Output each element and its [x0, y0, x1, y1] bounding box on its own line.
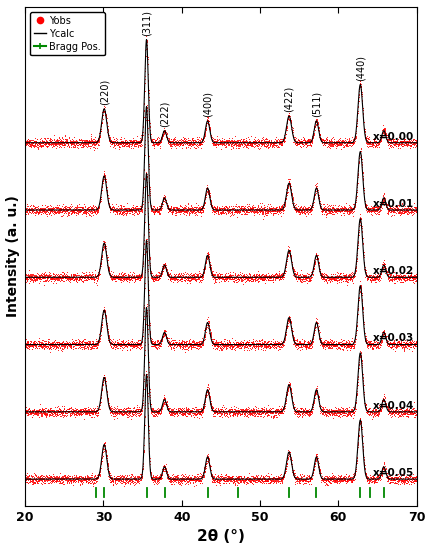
Y-axis label: Intensity (a. u.): Intensity (a. u.)	[6, 196, 19, 317]
Text: x=0.01: x=0.01	[372, 199, 413, 209]
Text: (422): (422)	[283, 86, 293, 112]
Text: (440): (440)	[354, 55, 365, 81]
Text: (220): (220)	[99, 79, 109, 105]
X-axis label: 2θ (°): 2θ (°)	[197, 530, 244, 544]
Text: x=0.03: x=0.03	[372, 333, 413, 343]
Text: (511): (511)	[311, 91, 321, 117]
Legend: Yobs, Ycalc, Bragg Pos.: Yobs, Ycalc, Bragg Pos.	[30, 12, 105, 56]
Text: x=0.05: x=0.05	[372, 468, 413, 478]
Text: x=0.04: x=0.04	[372, 400, 413, 411]
Text: (400): (400)	[202, 91, 212, 117]
Text: (222): (222)	[159, 101, 169, 127]
Text: x=0.00: x=0.00	[372, 131, 413, 141]
Text: (311): (311)	[141, 10, 151, 36]
Text: x=0.02: x=0.02	[372, 266, 413, 276]
